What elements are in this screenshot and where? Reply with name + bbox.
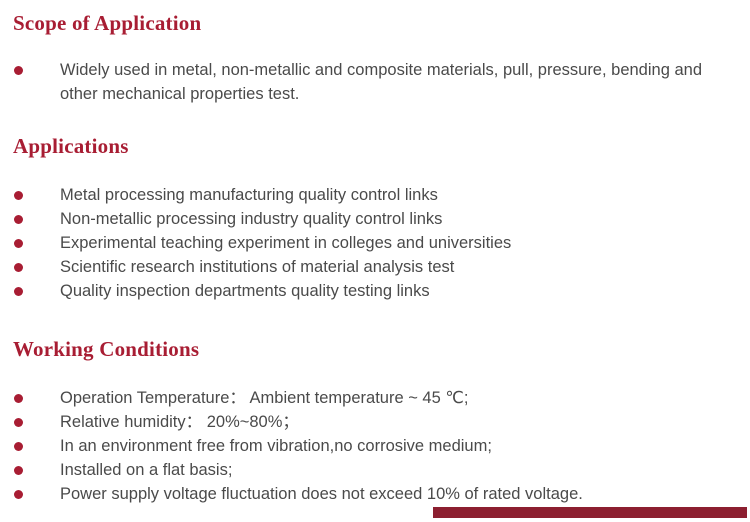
list-item: Widely used in metal, non-metallic and c… <box>0 58 750 106</box>
bullet-text: Non-metallic processing industry quality… <box>60 210 443 228</box>
bullet-text: Operation Temperature： Ambient temperatu… <box>60 389 469 407</box>
section-applications: Applications Metal processing manufactur… <box>0 133 750 303</box>
bullet-text: Quality inspection departments quality t… <box>60 282 430 300</box>
bullet-icon <box>14 286 23 296</box>
bullet-icon <box>14 417 23 427</box>
bullet-text: Widely used in metal, non-metallic and c… <box>60 61 702 103</box>
list-item: In an environment free from vibration,no… <box>0 434 750 458</box>
section-working-conditions: Working Conditions Operation Temperature… <box>0 336 750 506</box>
bullet-icon <box>14 190 23 200</box>
applications-bullet-list: Metal processing manufacturing quality c… <box>0 183 750 303</box>
list-item: Non-metallic processing industry quality… <box>0 207 750 231</box>
list-item: Quality inspection departments quality t… <box>0 279 750 303</box>
bullet-icon <box>14 393 23 403</box>
bullet-icon <box>14 262 23 272</box>
bullet-icon <box>14 65 23 75</box>
list-item: Operation Temperature： Ambient temperatu… <box>0 386 750 410</box>
bullet-text: Scientific research institutions of mate… <box>60 258 455 276</box>
list-item: Relative humidity： 20%~80%； <box>0 410 750 434</box>
bullet-text: Installed on a flat basis; <box>60 461 233 479</box>
bullet-icon <box>14 441 23 451</box>
bullet-icon <box>14 238 23 248</box>
bullet-text: Relative humidity： 20%~80%； <box>60 413 299 431</box>
section-heading-working-conditions: Working Conditions <box>13 337 200 361</box>
bullet-text: Power supply voltage fluctuation does no… <box>60 485 583 503</box>
section-scope-of-application: Scope of Application Widely used in meta… <box>0 10 750 106</box>
bullet-text: Metal processing manufacturing quality c… <box>60 186 438 204</box>
scope-bullet-list: Widely used in metal, non-metallic and c… <box>0 58 750 106</box>
bullet-text: Experimental teaching experiment in coll… <box>60 234 512 252</box>
footer-decoration-bar <box>433 507 747 518</box>
list-item: Experimental teaching experiment in coll… <box>0 231 750 255</box>
working-conditions-bullet-list: Operation Temperature： Ambient temperatu… <box>0 386 750 506</box>
list-item: Scientific research institutions of mate… <box>0 255 750 279</box>
bullet-text: In an environment free from vibration,no… <box>60 437 492 455</box>
list-item: Installed on a flat basis; <box>0 458 750 482</box>
section-heading-applications: Applications <box>13 134 129 158</box>
list-item: Metal processing manufacturing quality c… <box>0 183 750 207</box>
section-heading-scope: Scope of Application <box>13 11 202 35</box>
bullet-icon <box>14 214 23 224</box>
list-item: Power supply voltage fluctuation does no… <box>0 482 750 506</box>
bullet-icon <box>14 465 23 475</box>
bullet-icon <box>14 489 23 499</box>
